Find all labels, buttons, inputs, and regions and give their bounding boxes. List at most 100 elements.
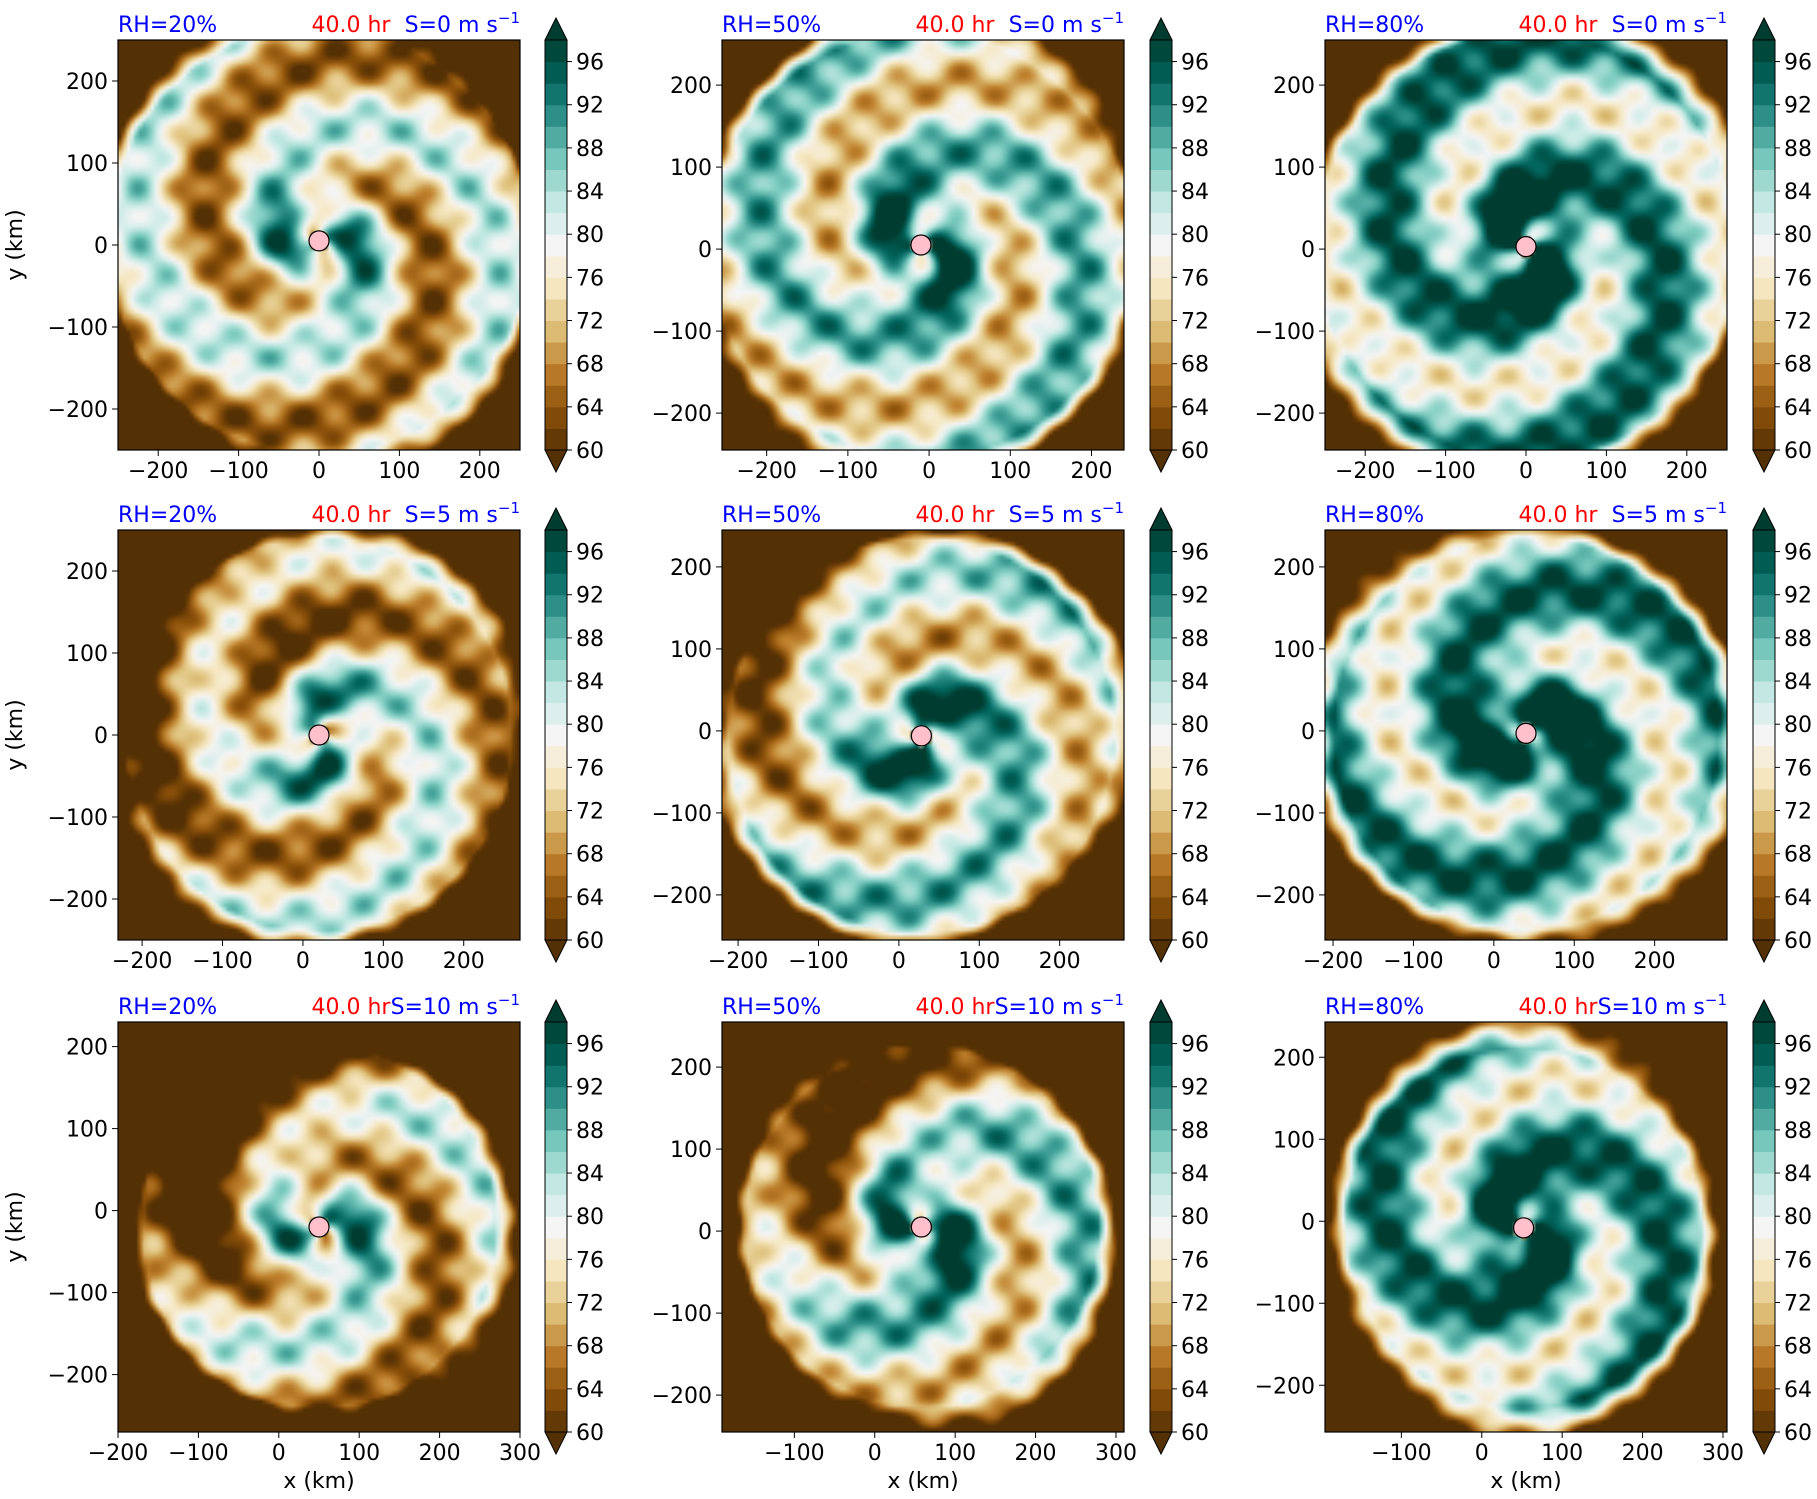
plot-frame [721,1021,1125,1433]
title-time: 40.0 hr [1519,13,1599,38]
colorbar-band [1150,1216,1172,1239]
colorbar-tick-label: 76 [1181,756,1209,781]
colorbar-band [545,681,567,704]
colorbar-tick-label: 84 [1181,1162,1209,1187]
colorbar-band [545,1194,567,1217]
colorbar-band [545,637,567,660]
colorbar-tick-label: 76 [1784,756,1812,781]
colorbar-band [1150,277,1172,300]
colorbar-band [1753,896,1775,919]
colorbar-band [545,83,567,106]
colorbar-band [1150,745,1172,768]
colorbar-tick-label: 64 [1181,886,1209,911]
colorbar-tick-label: 72 [576,310,604,335]
colorbar-tick-label: 68 [1181,843,1209,868]
y-tick-label: −100 [1255,320,1315,345]
colorbar-tick-label: 96 [1181,51,1209,76]
y-tick-label: 0 [1301,1210,1315,1235]
title-rh: RH=50% [722,13,821,38]
colorbar-tick-label: 92 [1784,94,1812,119]
y-tick-label: 100 [670,1138,712,1163]
title-shear: S=10 m s−1 [1598,991,1727,1020]
colorbar-extend-max [544,998,568,1023]
y-tick-label: 0 [94,234,108,259]
y-tick-label: −100 [652,802,712,827]
x-tick-label: 200 [1666,459,1708,484]
x-tick-label: 100 [338,1441,380,1466]
y-tick-label: −100 [48,316,108,341]
colorbar-band [545,530,567,553]
colorbar-band [545,1065,567,1088]
colorbar-band [1753,530,1775,553]
colorbar-tick-label: 84 [576,1162,604,1187]
colorbar-tick-label: 96 [576,541,604,566]
colorbar-band [545,169,567,192]
colorbar-band [1150,234,1172,257]
colorbar-band [1150,637,1172,660]
colorbar-band [545,745,567,768]
y-axis-label: y (km) [3,1191,28,1262]
y-tick-label: 0 [698,1220,712,1245]
colorbar-band [545,1022,567,1045]
colorbar-extend-min [1752,939,1776,964]
colorbar-tick-label: 64 [1784,1378,1812,1403]
y-tick-label: 100 [1273,156,1315,181]
colorbar-band [1150,1173,1172,1196]
colorbar-band [545,320,567,343]
x-tick-label: −200 [708,949,768,974]
colorbar-band [545,104,567,127]
x-tick-label: 0 [868,1441,882,1466]
colorbar-band [545,594,567,617]
x-tick-label: 200 [1634,949,1676,974]
colorbar-band [1753,1194,1775,1217]
y-tick-label: 200 [66,560,108,585]
colorbar: 60 64 68 72 76 80 84 88 92 96 [1149,506,1209,964]
colorbar-band [1753,385,1775,408]
colorbar-band [1753,320,1775,343]
colorbar-tick-label: 92 [576,584,604,609]
colorbar-band [545,1302,567,1325]
colorbar-band [545,1259,567,1282]
colorbar-tick-label: 68 [1181,353,1209,378]
colorbar-band [1753,551,1775,574]
plot-frame [1324,1021,1728,1433]
colorbar-band [545,1237,567,1260]
colorbar-tick-label: 68 [576,843,604,868]
colorbar-band [1150,724,1172,747]
colorbar-band [1150,1151,1172,1174]
colorbar-band [545,1151,567,1174]
x-tick-label: 0 [272,1441,286,1466]
plot-frame [721,529,1125,941]
x-tick-label: −200 [112,949,172,974]
colorbar-tick-label: 72 [1784,800,1812,825]
colorbar-tick-label: 84 [1181,180,1209,205]
y-tick-label: −200 [652,402,712,427]
colorbar-band [545,1043,567,1066]
colorbar-tick-label: 88 [1784,1119,1812,1144]
colorbar-band [545,832,567,855]
colorbar-band [1150,659,1172,682]
colorbar-band [1150,191,1172,214]
colorbar-tick-label: 80 [576,713,604,738]
colorbar-band [545,767,567,790]
x-tick-label: 100 [934,1441,976,1466]
title-time: 40.0 hr [312,503,392,528]
colorbar-extend-min [1149,1431,1173,1456]
panel-9: −100 0 100 200 300 200 100 0 −100 −200 RH=80% 40.0 … [1255,991,1812,1494]
title-rh: RH=80% [1325,13,1424,38]
colorbar-tick-label: 64 [576,886,604,911]
colorbar-tick-label: 76 [576,1248,604,1273]
colorbar-tick-label: 88 [1181,137,1209,162]
colorbar-band [1150,104,1172,127]
colorbar-band [1753,767,1775,790]
colorbar-band [1753,1086,1775,1109]
plot-frame [117,1021,521,1433]
y-axis-label: y (km) [3,699,28,770]
x-tick-label: 100 [362,949,404,974]
colorbar-band [1150,1410,1172,1433]
y-tick-label: −100 [1255,802,1315,827]
y-tick-label: 100 [670,638,712,663]
colorbar-band [1150,551,1172,574]
colorbar-band [545,406,567,429]
colorbar-frame [544,39,568,451]
